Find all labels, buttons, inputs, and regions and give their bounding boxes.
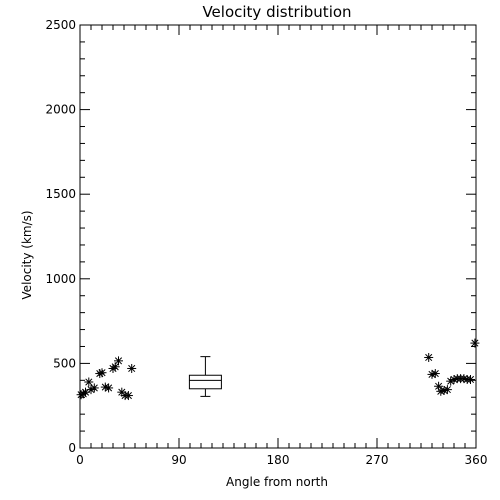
x-tick-label: 270 <box>366 453 389 467</box>
y-tick-label: 2500 <box>45 18 76 32</box>
data-point <box>84 377 94 387</box>
y-axis-title: Velocity (km/s) <box>20 210 34 299</box>
data-point <box>123 391 133 401</box>
data-point <box>89 383 99 393</box>
data-marks <box>76 338 480 401</box>
x-axis-title: Angle from north <box>226 475 328 489</box>
box-plot <box>188 356 222 397</box>
data-point <box>114 356 123 366</box>
data-point <box>104 383 114 393</box>
data-point <box>466 374 475 384</box>
data-point <box>127 363 137 373</box>
data-point <box>424 352 434 362</box>
y-tick-label: 500 <box>53 356 76 370</box>
y-tick-label: 1000 <box>45 272 76 286</box>
y-tick-label: 2000 <box>45 103 76 117</box>
axis-ticks: 0 90 180 270 360 0 500 1000 1500 2000 2500 <box>45 18 487 467</box>
data-point <box>449 374 459 384</box>
plot-frame <box>79 24 477 449</box>
box-iqr <box>188 374 222 390</box>
data-point <box>97 368 107 378</box>
y-tick-label: 0 <box>68 441 76 455</box>
data-point <box>434 381 444 391</box>
chart-title: Velocity distribution <box>202 3 351 21</box>
y-tick-label: 1500 <box>45 187 76 201</box>
data-point <box>442 385 452 395</box>
x-tick-label: 180 <box>267 453 290 467</box>
data-point <box>470 338 480 348</box>
data-point <box>430 369 440 379</box>
x-tick-label: 0 <box>76 453 84 467</box>
x-tick-label: 90 <box>171 453 186 467</box>
x-tick-label: 360 <box>465 453 488 467</box>
